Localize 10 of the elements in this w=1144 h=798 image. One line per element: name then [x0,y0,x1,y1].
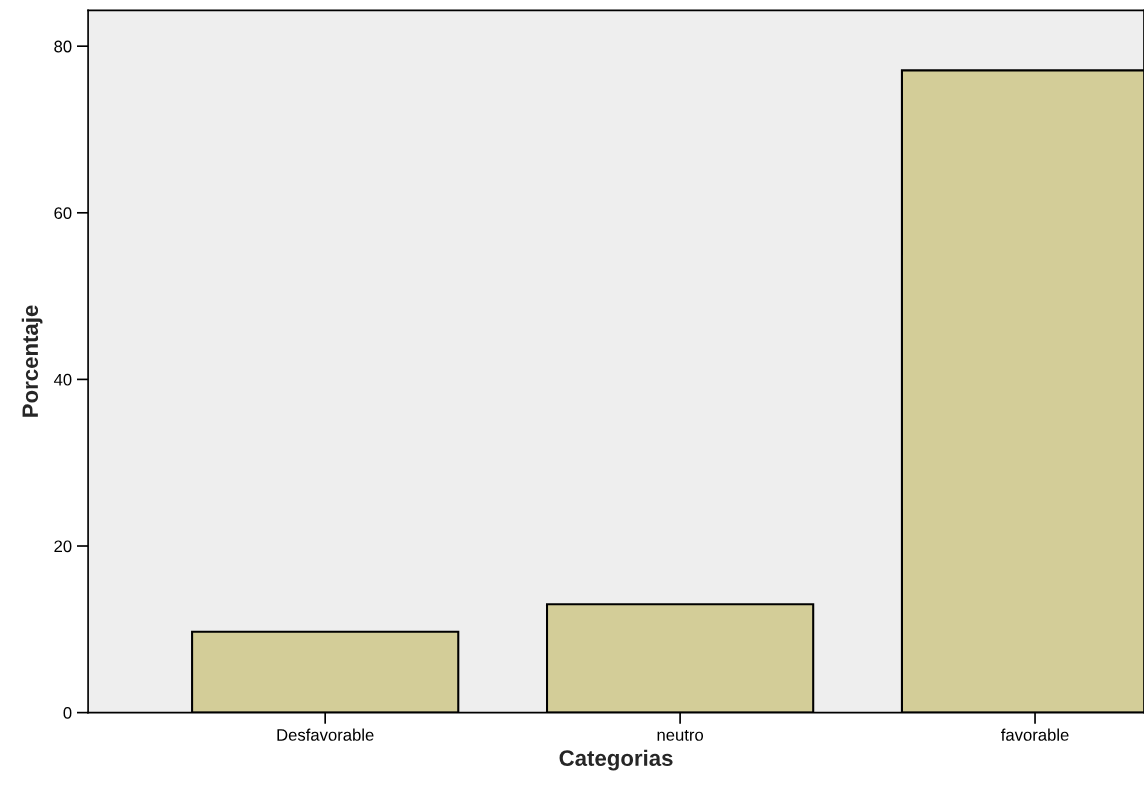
x-tick-label: Desfavorable [277,728,374,741]
y-tick-label: 60 [54,207,72,219]
x-axis-title: Categorias [559,749,673,771]
y-tick-label: 20 [54,540,72,553]
x-tick-label: favorable [1001,728,1069,741]
x-tick-label: neutro [657,729,704,741]
y-tick-label: 40 [53,373,72,386]
y-tick-label: 80 [54,40,72,53]
y-tick-label: 0 [63,707,72,719]
y-axis-title: Porcentaje [21,305,43,417]
